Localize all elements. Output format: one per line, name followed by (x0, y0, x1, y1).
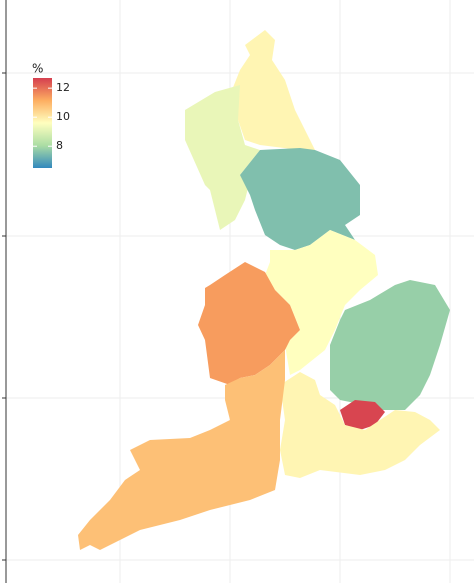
region (185, 85, 260, 230)
legend-label: 10 (56, 110, 70, 123)
region (330, 280, 450, 410)
axis-ticks (2, 72, 6, 561)
legend: 8 10 12 (33, 81, 70, 152)
legend-label: 8 (56, 139, 63, 152)
region (265, 230, 378, 375)
legend-label: 12 (56, 81, 70, 94)
region (280, 372, 440, 478)
colorbar (33, 78, 52, 168)
region (240, 148, 360, 250)
region (340, 400, 385, 430)
region (232, 30, 315, 150)
region (198, 262, 300, 385)
legend-title: % (32, 62, 43, 76)
region (78, 350, 285, 550)
regions (78, 30, 450, 550)
